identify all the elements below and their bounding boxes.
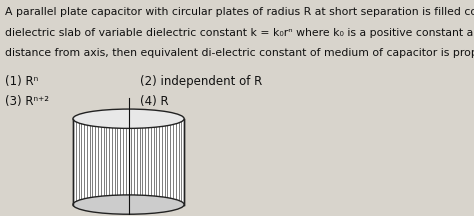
Bar bbox=[73, 119, 184, 205]
Text: A parallel plate capacitor with circular plates of radius R at short separation : A parallel plate capacitor with circular… bbox=[5, 7, 474, 17]
Text: (2) independent of R: (2) independent of R bbox=[140, 75, 262, 88]
Text: (1) Rⁿ: (1) Rⁿ bbox=[5, 75, 38, 88]
Ellipse shape bbox=[73, 195, 184, 214]
Text: (3) Rⁿ⁺²: (3) Rⁿ⁺² bbox=[5, 95, 49, 108]
Ellipse shape bbox=[73, 109, 184, 128]
Text: (4) R: (4) R bbox=[140, 95, 168, 108]
Text: dielectric slab of variable dielectric constant k = k₀rⁿ where k₀ is a positive : dielectric slab of variable dielectric c… bbox=[5, 27, 474, 38]
Text: distance from axis, then equivalent di-electric constant of medium of capacitor : distance from axis, then equivalent di-e… bbox=[5, 48, 474, 58]
